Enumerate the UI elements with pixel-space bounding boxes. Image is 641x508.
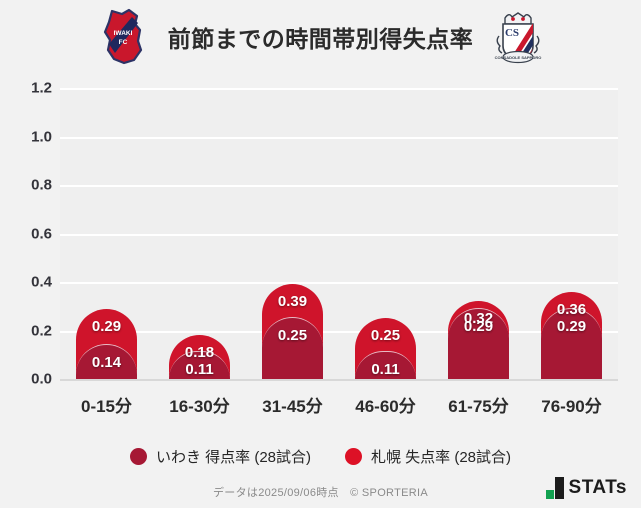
chart-legend: いわき 得点率 (28試合) 札幌 失点率 (28試合) [0,446,641,467]
bar-segment-iwaki-scored[interactable] [448,307,509,379]
svg-text:IWAKI: IWAKI [113,30,132,37]
bar-group[interactable]: 0.29 0.14 [76,88,137,379]
y-axis-tick-label: 0.0 [31,370,52,388]
legend-label: 札幌 失点率 (28試合) [371,449,512,466]
svg-text:FC: FC [118,39,127,46]
x-axis-tick-label: 16-30分 [169,397,230,416]
legend-item[interactable]: いわき 得点率 (28試合) [129,446,311,467]
y-axis-tick-label: 0.2 [31,322,52,339]
x-axis-tick-label: 76-90分 [541,397,602,416]
data-source-note: データは2025/09/06時点 © SPORTERIA [213,487,428,499]
x-axis-tick-label: 61-75分 [448,397,509,416]
x-axis-tick-label: 46-60分 [355,397,416,416]
y-axis-tick-label: 0.8 [31,176,52,194]
bar-segment-iwaki-scored[interactable] [262,317,323,379]
plot-area: 0.29 0.14 0.18 0.11 0.39 0.25 0.25 0.11 0.32 0.29… [60,88,618,381]
gridline [60,88,618,90]
legend-item[interactable]: 札幌 失点率 (28試合) [345,446,511,467]
iwaki-fc-crest-icon: IWAKI FC [96,8,150,66]
axis-baseline [60,379,618,381]
brand-label: STATs [568,477,627,498]
y-axis-tick-label: 0.6 [31,225,52,242]
x-axis-tick-label: 0-15分 [80,397,133,416]
gridline [60,136,618,139]
legend-swatch-circle-icon [345,448,362,465]
consadole-sapporo-crest-icon: CS CONSADOLE SAPPORO [491,8,545,66]
chart-header: IWAKI FC 前節までの時間帯別得失点率 CS CONSADOLE SAPP… [0,0,641,74]
gridline [60,282,618,284]
j-mark-icon [545,477,564,499]
gridline [60,233,618,236]
bar-group[interactable]: 0.18 0.11 [169,88,230,379]
legend-label: いわき 得点率 (28試合) [155,449,311,466]
legend-swatch-circle-icon [129,448,147,465]
bar-group[interactable]: 0.25 0.11 [355,88,416,379]
bar-group[interactable]: 0.32 0.29 [448,88,509,379]
gridline [60,185,618,187]
bar-segment-iwaki-scored[interactable] [541,307,602,379]
y-axis-tick-label: 1.2 [31,79,52,97]
gridline [60,330,618,333]
bar-group[interactable]: 0.36 0.29 [541,88,602,379]
svg-text:CONSADOLE SAPPORO: CONSADOLE SAPPORO [495,55,542,60]
x-axis-tick-label: 31-45分 [262,397,323,416]
bar-group[interactable]: 0.39 0.25 [262,88,323,379]
y-axis-tick-label: 0.4 [31,273,52,291]
y-axis-tick-label: 1.0 [31,128,52,145]
svg-text:CS: CS [505,27,519,39]
jstats-brand-logo: STATs [545,477,627,499]
chart-title: 前節までの時間帯別得失点率 [167,26,474,52]
